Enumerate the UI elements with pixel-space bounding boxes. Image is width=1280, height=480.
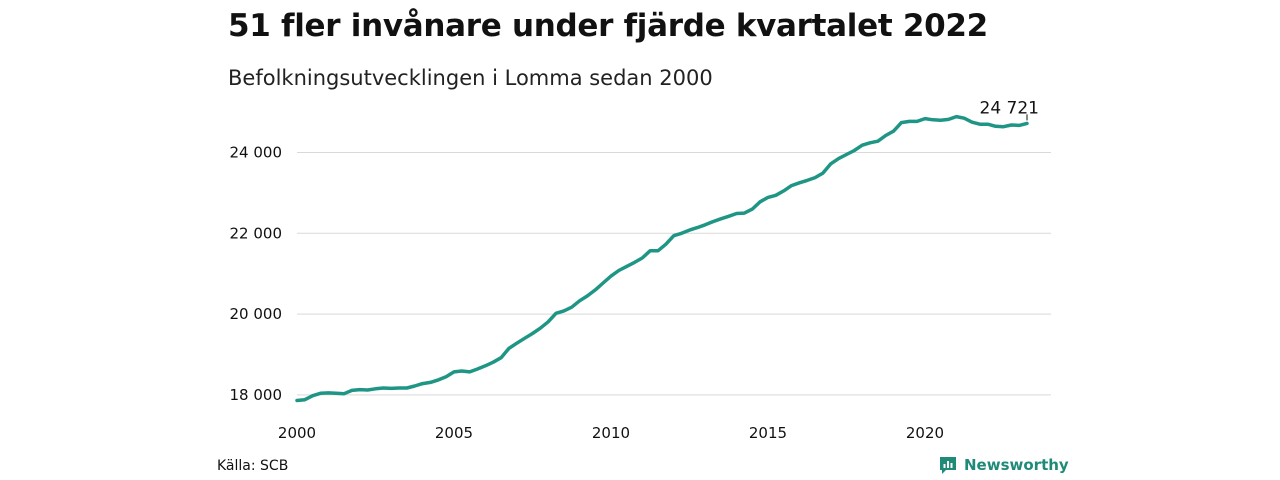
source-note: Källa: SCB (217, 458, 289, 474)
population-series-line (295, 114, 1029, 403)
end-value-label: 24 721 (980, 98, 1039, 118)
x-tick-label: 2000 (278, 424, 316, 442)
y-axis-ticks: 18 000 20 000 22 000 24 000 (230, 144, 283, 404)
brand-name: Newsworthy (964, 456, 1069, 474)
brand-logo[interactable]: Newsworthy (938, 455, 1069, 475)
gridlines (297, 152, 1051, 396)
chart-subtitle: Befolkningsutvecklingen i Lomma sedan 20… (228, 66, 713, 90)
x-tick-label: 2015 (749, 424, 787, 442)
x-axis-ticks: 2000 2005 2010 2015 2020 (278, 424, 944, 442)
x-tick-label: 2010 (592, 424, 630, 442)
chart-title: 51 fler invånare under fjärde kvartalet … (228, 8, 988, 44)
y-tick-label: 22 000 (230, 224, 283, 242)
y-tick-label: 24 000 (230, 144, 283, 162)
x-tick-label: 2020 (906, 424, 944, 442)
x-tick-label: 2005 (435, 424, 473, 442)
y-tick-label: 20 000 (230, 305, 283, 323)
y-tick-label: 18 000 (230, 386, 283, 404)
newsworthy-logo-icon (940, 457, 956, 474)
